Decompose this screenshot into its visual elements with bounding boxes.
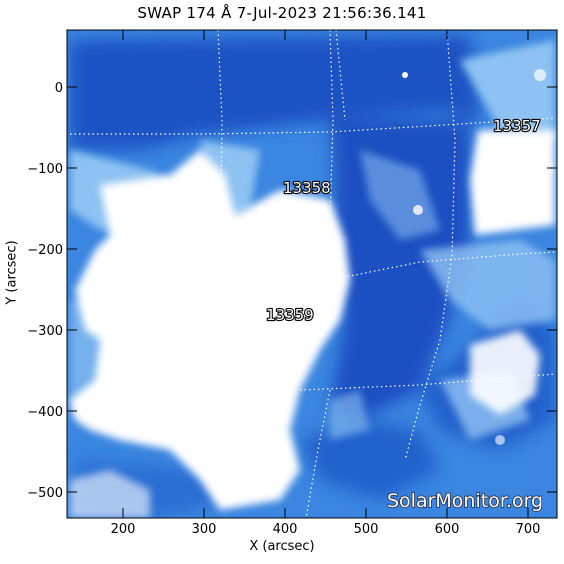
y-tick-label: −500 [27, 486, 63, 501]
region-label-13358: 13358 [283, 179, 331, 197]
y-axis-label: Y (arcsec) [4, 240, 20, 305]
y-tick-label: −300 [27, 324, 63, 339]
heliographic-grid [70, 30, 556, 518]
saturated-active-regions [70, 130, 555, 518]
x-tick-label: 400 [273, 522, 298, 537]
euv-image [67, 30, 557, 518]
y-tick-label: −100 [27, 162, 63, 177]
bright-speckles [258, 69, 546, 445]
region-label-13357: 13357 [493, 117, 541, 135]
x-tick-label: 200 [111, 522, 136, 537]
solarmonitor-watermark: SolarMonitor.org [387, 490, 543, 512]
y-tick-label: 0 [55, 81, 63, 96]
y-tick-label: −400 [27, 405, 63, 420]
region-label-13359: 13359 [266, 306, 314, 324]
x-tick-label: 600 [435, 522, 460, 537]
x-axis-label: X (arcsec) [249, 539, 315, 554]
plot-frame [66, 29, 558, 519]
image-title: SWAP 174 Å 7-Jul-2023 21:56:36.141 [137, 4, 427, 22]
x-tick-label: 300 [192, 522, 217, 537]
y-tick-label: −200 [27, 243, 63, 258]
tick-marks [67, 30, 557, 518]
x-tick-label: 700 [516, 522, 541, 537]
x-tick-label: 500 [354, 522, 379, 537]
